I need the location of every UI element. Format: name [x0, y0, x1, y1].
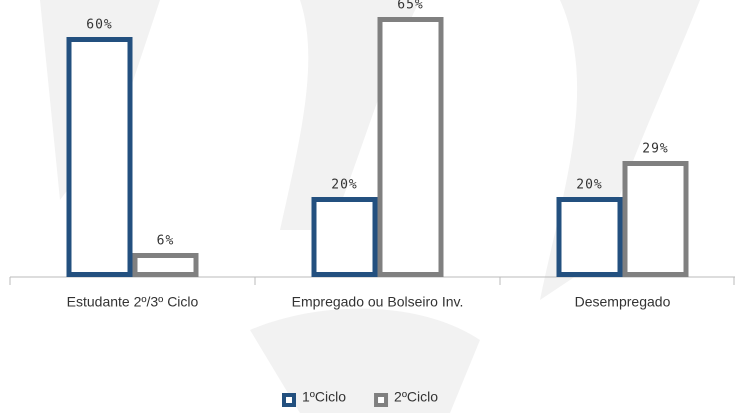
value-label: 60%	[86, 18, 112, 33]
legend-swatch	[374, 393, 389, 407]
value-label: 6%	[157, 234, 175, 249]
bar	[556, 197, 623, 277]
bar	[311, 197, 378, 277]
plot: Estudante 2º/3º Ciclo 60% 6% Empregado ou B…	[9, 0, 735, 407]
bar	[622, 161, 689, 277]
value-label: 65%	[397, 0, 423, 13]
value-label: 20%	[576, 178, 602, 193]
bar	[377, 17, 444, 277]
value-label: 29%	[642, 142, 668, 157]
x-tick-label: Estudante 2º/3º Ciclo	[67, 294, 199, 310]
x-tick-label: Empregado ou Bolseiro Inv.	[292, 294, 464, 310]
bar	[132, 253, 199, 277]
bar	[66, 37, 133, 277]
legend-swatch	[282, 393, 296, 407]
legend-label: 1ºCiclo	[302, 389, 346, 405]
x-tick-label: Desempregado	[575, 294, 671, 310]
value-label: 20%	[331, 178, 357, 193]
legend-label: 2ºCiclo	[394, 389, 438, 405]
